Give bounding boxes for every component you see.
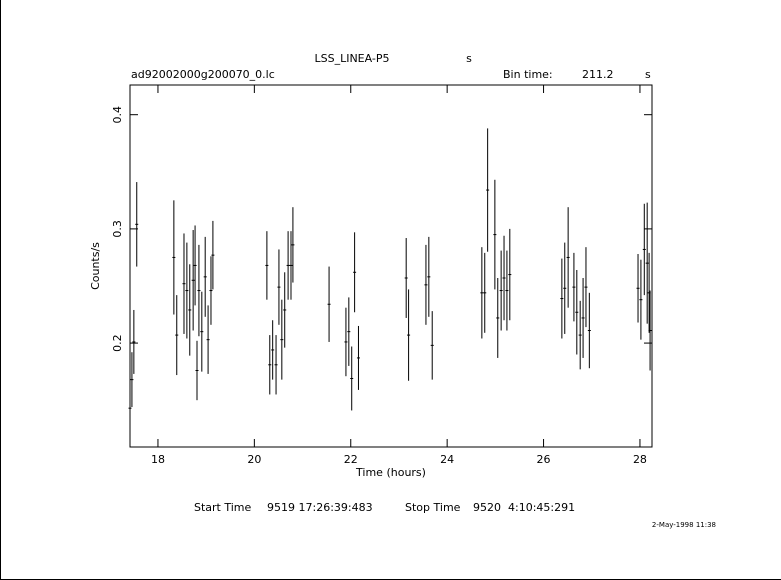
bin-time-unit: s [645, 68, 651, 81]
x-axis-label: Time (hours) [355, 466, 426, 479]
x-tick-label: 20 [247, 453, 261, 466]
y-tick-label: 0.4 [111, 106, 124, 124]
start-time: 9519 17:26:39:483 [267, 501, 373, 514]
x-tick-label: 28 [633, 453, 647, 466]
file-name: ad92002000g200070_0.lc [131, 68, 275, 81]
stop-time: 9520 4:10:45:291 [473, 501, 575, 514]
y-axis-label: Counts/s [89, 242, 102, 290]
stop-label: Stop Time [405, 501, 461, 514]
y-tick-label: 0.3 [111, 220, 124, 238]
x-tick-label: 18 [151, 453, 165, 466]
title-unit: s [466, 52, 472, 65]
bin-time: 211.2 [582, 68, 614, 81]
bin-time-label: Bin time: [503, 68, 553, 81]
x-tick-label: 26 [537, 453, 551, 466]
x-tick-label: 22 [344, 453, 358, 466]
x-tick-label: 24 [440, 453, 454, 466]
date: 2-May-1998 11:38 [652, 521, 716, 529]
y-tick-label: 0.2 [111, 334, 124, 352]
chart-title: LSS_LINEA-P5 [314, 52, 389, 65]
start-label: Start Time [194, 501, 252, 514]
plot-frame [129, 84, 653, 448]
